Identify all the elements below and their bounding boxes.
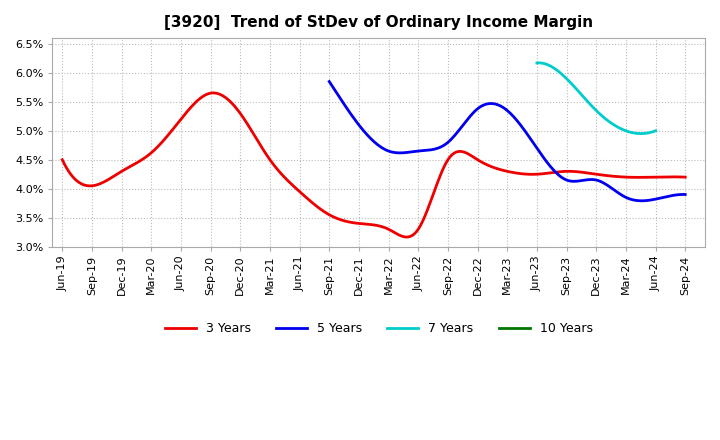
Line: 5 Years: 5 Years	[329, 81, 685, 201]
3 Years	[444, 158, 452, 163]
7 Years	[533, 60, 541, 66]
7 Years	[562, 75, 570, 81]
7 Years	[535, 60, 544, 66]
5 Years	[346, 111, 355, 117]
Title: [3920]  Trend of StDev of Ordinary Income Margin: [3920] Trend of StDev of Ordinary Income…	[164, 15, 593, 30]
3 Years	[58, 157, 67, 162]
7 Years	[637, 131, 646, 136]
7 Years	[652, 128, 660, 133]
5 Years	[652, 196, 661, 202]
3 Years	[587, 171, 595, 176]
Line: 3 Years: 3 Years	[63, 93, 685, 237]
5 Years	[391, 150, 400, 155]
5 Years	[325, 79, 333, 84]
7 Years	[644, 130, 653, 136]
5 Years	[681, 192, 690, 197]
3 Years	[626, 175, 635, 180]
5 Years	[339, 101, 348, 106]
3 Years	[431, 186, 439, 191]
7 Years	[605, 119, 613, 124]
3 Years	[402, 235, 410, 240]
5 Years	[638, 198, 647, 203]
5 Years	[665, 194, 673, 199]
7 Years	[648, 129, 657, 135]
Legend: 3 Years, 5 Years, 7 Years, 10 Years: 3 Years, 5 Years, 7 Years, 10 Years	[160, 318, 598, 341]
3 Years	[433, 180, 441, 186]
3 Years	[60, 161, 68, 167]
Line: 7 Years: 7 Years	[537, 63, 656, 134]
3 Years	[681, 175, 690, 180]
7 Years	[557, 71, 565, 76]
5 Years	[420, 148, 428, 153]
7 Years	[595, 111, 603, 116]
3 Years	[208, 90, 217, 95]
